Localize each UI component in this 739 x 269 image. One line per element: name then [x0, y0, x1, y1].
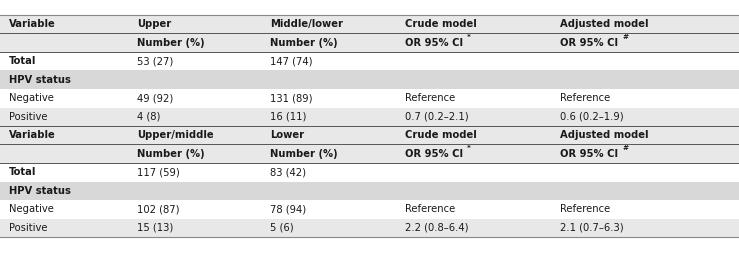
Text: *: * — [467, 145, 471, 151]
Bar — [0, 144, 739, 163]
Text: Reference: Reference — [405, 93, 455, 103]
Text: Positive: Positive — [9, 112, 47, 122]
Text: Variable: Variable — [9, 19, 55, 29]
Text: 102 (87): 102 (87) — [137, 204, 180, 214]
Text: Crude model: Crude model — [405, 130, 477, 140]
Text: *: * — [467, 34, 471, 40]
Bar — [0, 126, 739, 144]
Bar — [0, 182, 739, 200]
Text: Total: Total — [9, 56, 36, 66]
Text: Number (%): Number (%) — [270, 38, 338, 48]
Text: #: # — [622, 145, 628, 151]
Text: 15 (13): 15 (13) — [137, 223, 173, 233]
Text: 147 (74): 147 (74) — [270, 56, 313, 66]
Text: OR 95% CI: OR 95% CI — [405, 149, 463, 159]
Text: 53 (27): 53 (27) — [137, 56, 173, 66]
Text: Middle/lower: Middle/lower — [270, 19, 343, 29]
Bar — [0, 34, 739, 52]
Bar — [0, 89, 739, 108]
Text: Adjusted model: Adjusted model — [560, 130, 649, 140]
Text: 2.1 (0.7–6.3): 2.1 (0.7–6.3) — [560, 223, 624, 233]
Text: 0.7 (0.2–2.1): 0.7 (0.2–2.1) — [405, 112, 469, 122]
Text: Variable: Variable — [9, 130, 55, 140]
Text: Lower: Lower — [270, 130, 304, 140]
Text: 16 (11): 16 (11) — [270, 112, 306, 122]
Text: Negative: Negative — [9, 93, 54, 103]
Bar — [0, 15, 739, 34]
Text: Upper/middle: Upper/middle — [137, 130, 214, 140]
Text: OR 95% CI: OR 95% CI — [560, 38, 619, 48]
Bar — [0, 218, 739, 237]
Bar — [0, 163, 739, 182]
Bar — [0, 70, 739, 89]
Text: 83 (42): 83 (42) — [270, 167, 306, 177]
Text: Number (%): Number (%) — [137, 149, 205, 159]
Text: Reference: Reference — [560, 204, 610, 214]
Text: Reference: Reference — [405, 204, 455, 214]
Text: 131 (89): 131 (89) — [270, 93, 313, 103]
Text: OR 95% CI: OR 95% CI — [560, 149, 619, 159]
Text: 49 (92): 49 (92) — [137, 93, 173, 103]
Text: 2.2 (0.8–6.4): 2.2 (0.8–6.4) — [405, 223, 469, 233]
Text: OR 95% CI: OR 95% CI — [405, 38, 463, 48]
Text: Total: Total — [9, 167, 36, 177]
Text: 117 (59): 117 (59) — [137, 167, 180, 177]
Text: #: # — [622, 34, 628, 40]
Text: Adjusted model: Adjusted model — [560, 19, 649, 29]
Text: Number (%): Number (%) — [270, 149, 338, 159]
Text: HPV status: HPV status — [9, 186, 71, 196]
Text: 78 (94): 78 (94) — [270, 204, 306, 214]
Text: 0.6 (0.2–1.9): 0.6 (0.2–1.9) — [560, 112, 624, 122]
Text: Reference: Reference — [560, 93, 610, 103]
Bar — [0, 52, 739, 70]
Text: Negative: Negative — [9, 204, 54, 214]
Text: 5 (6): 5 (6) — [270, 223, 293, 233]
Text: Upper: Upper — [137, 19, 171, 29]
Text: Crude model: Crude model — [405, 19, 477, 29]
Text: Number (%): Number (%) — [137, 38, 205, 48]
Text: HPV status: HPV status — [9, 75, 71, 85]
Text: Positive: Positive — [9, 223, 47, 233]
Bar — [0, 108, 739, 126]
Bar — [0, 200, 739, 218]
Text: 4 (8): 4 (8) — [137, 112, 160, 122]
